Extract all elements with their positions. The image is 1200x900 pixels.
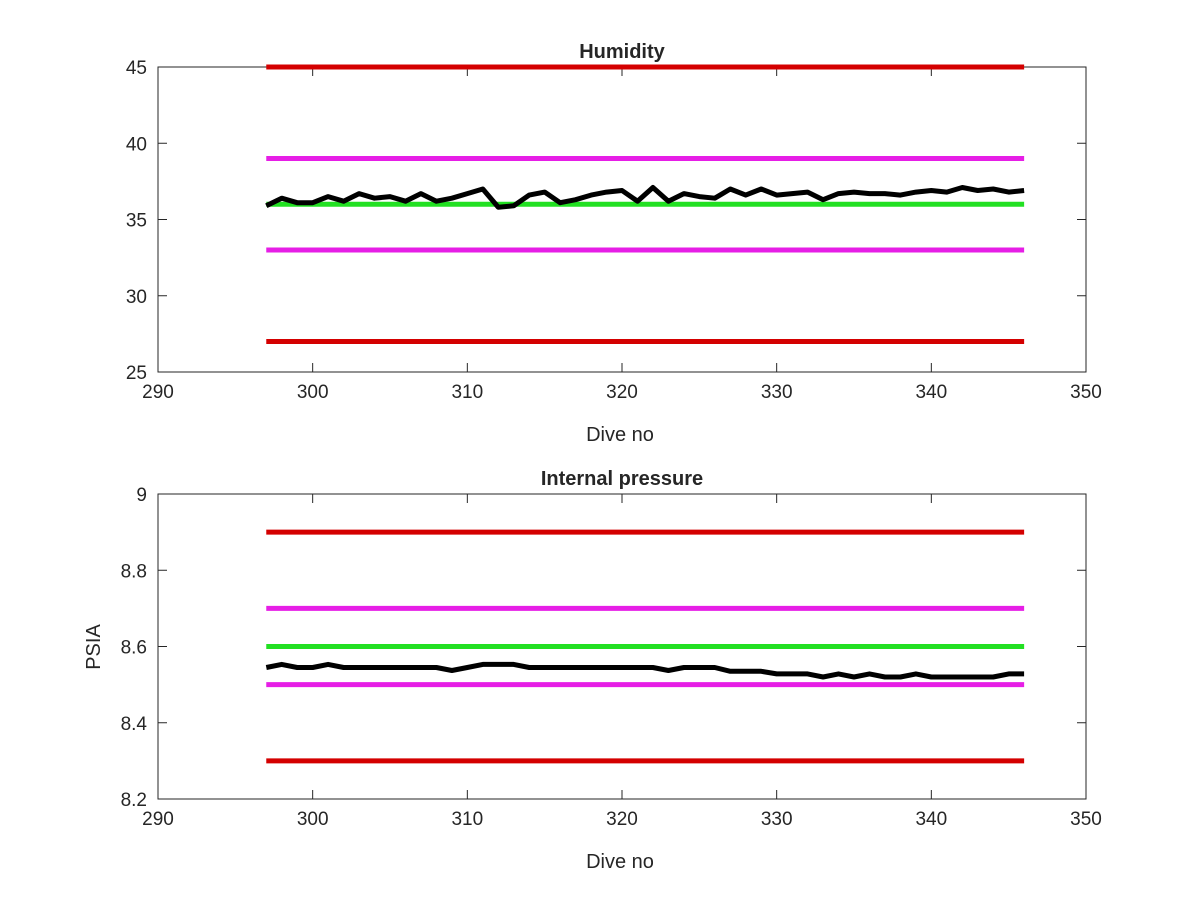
pressure-x-tick-label: 340 xyxy=(915,809,947,830)
pressure-y-tick-label: 9 xyxy=(136,485,147,506)
humidity-x-tick-label: 320 xyxy=(606,382,638,403)
pressure-y-tick-label: 8.6 xyxy=(121,638,147,659)
pressure-x-tick-label: 330 xyxy=(761,809,793,830)
humidity-x-tick-label: 350 xyxy=(1070,382,1102,403)
humidity-y-tick-label: 40 xyxy=(126,134,147,155)
humidity-x-tick-label: 300 xyxy=(297,382,329,403)
pressure-data-line xyxy=(265,661,1025,680)
pressure-y-tick-label: 8.4 xyxy=(121,714,148,735)
humidity-x-tick-label: 310 xyxy=(451,382,483,403)
pressure-x-tick-label: 290 xyxy=(142,809,174,830)
humidity-subplot: 290 300 310 320 330 340 350 25 30 35 40 45 Humidity… xyxy=(126,41,1102,446)
humidity-x-tick-label: 290 xyxy=(142,382,174,403)
humidity-title: Humidity xyxy=(579,41,665,63)
pressure-ticks: 290 300 310 320 330 340 350 8.2 8.4 8.6 8.8 9 xyxy=(121,485,1102,830)
pressure-x-tick-label: 320 xyxy=(606,809,638,830)
humidity-x-tick-label: 340 xyxy=(915,382,947,403)
humidity-y-tick-label: 25 xyxy=(126,363,147,384)
pressure-series xyxy=(265,661,1025,680)
humidity-limit-lines xyxy=(266,64,1025,344)
humidity-axes-box xyxy=(157,66,1087,373)
pressure-y-tick-label: 8.2 xyxy=(121,790,147,811)
humidity-ticks: 290 300 310 320 330 340 350 25 30 35 40 45 xyxy=(126,58,1102,403)
humidity-y-tick-label: 35 xyxy=(126,211,147,232)
humidity-data-line xyxy=(265,185,1025,210)
pressure-subplot: 290 300 310 320 330 340 350 8.2 8.4 8.6 8.8 9 Inter… xyxy=(83,468,1102,873)
humidity-y-tick-label: 45 xyxy=(126,58,147,79)
pressure-x-tick-label: 300 xyxy=(297,809,329,830)
pressure-y-axis-label: PSIA xyxy=(83,624,105,670)
pressure-limit-lines xyxy=(266,529,1025,764)
pressure-x-axis-label: Dive no xyxy=(586,851,654,873)
humidity-series xyxy=(265,185,1025,210)
pressure-x-tick-label: 310 xyxy=(451,809,483,830)
humidity-y-tick-label: 30 xyxy=(126,287,147,308)
pressure-x-tick-label: 350 xyxy=(1070,809,1102,830)
pressure-title: Internal pressure xyxy=(541,468,703,490)
humidity-x-axis-label: Dive no xyxy=(586,424,654,446)
humidity-x-tick-label: 330 xyxy=(761,382,793,403)
pressure-y-tick-label: 8.8 xyxy=(121,561,147,582)
